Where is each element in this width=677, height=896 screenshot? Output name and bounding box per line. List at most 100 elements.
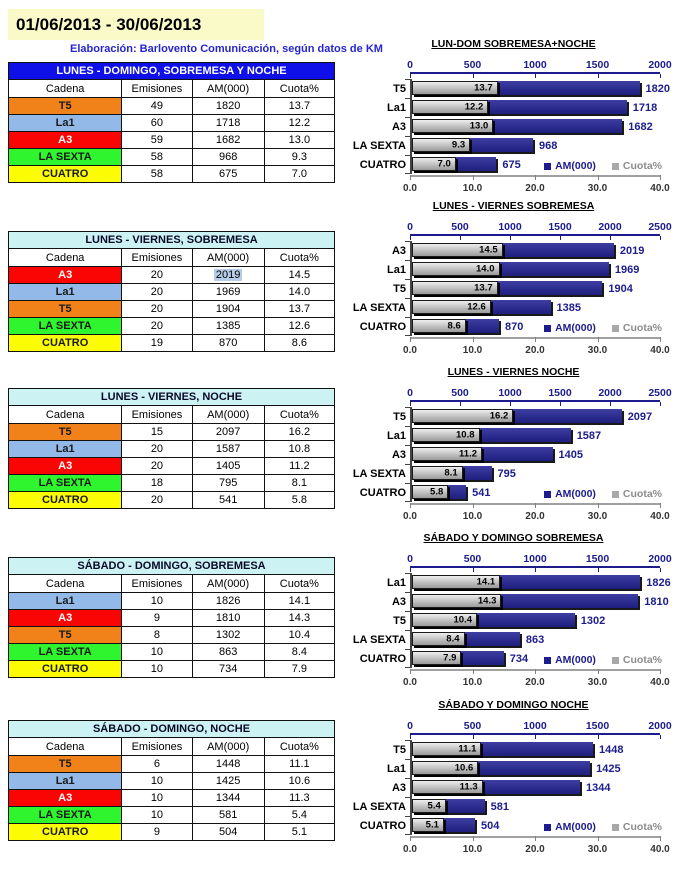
channel-name-cell: CUATRO [7,165,123,183]
column-header: Cadena [7,79,123,98]
cuota-bar: 11.2 [412,447,482,461]
axis-tick [597,175,599,180]
top-axis-label: 500 [463,59,482,71]
axis-tick [472,175,474,180]
am-cell: 1385 [191,317,265,335]
channel-name-cell: La1 [7,772,123,790]
emisiones-cell: 20 [121,491,193,509]
am-value-label: 1405 [558,448,583,461]
cuota-value-label: 13.7 [474,282,493,294]
emisiones-cell: 20 [121,266,193,284]
legend-cuota-item: Cuota% [611,821,662,833]
category-label: CUATRO [359,652,406,665]
chart: LUNES - VIERNES NOCHE 0 500 1000 1500 2000 250… [350,366,677,524]
bar-row: CUATRO 541 5.8 [360,483,662,502]
am-cell: 1820 [191,97,265,115]
bar-row: La1 1826 14.1 [387,573,671,592]
channel-name-cell: A3 [7,266,123,284]
legend-am-marker [544,490,552,498]
chart-title: LUNES - VIERNES NOCHE [447,366,580,378]
bottom-axis-label: 0.0 [403,511,417,522]
chart-title: SÁBADO Y DOMINGO NOCHE [438,699,589,711]
emisiones-cell: 9 [121,609,193,627]
cuota-value-label: 5.1 [425,819,439,831]
chart: SÁBADO Y DOMINGO NOCHE 0 500 1000 1500 2000 T5… [350,699,677,857]
table-row: A3 59 1682 13.0 [7,131,336,149]
cuota-cell: 5.8 [263,491,336,509]
table-title: LUNES - VIERNES, NOCHE [8,388,335,406]
top-axis-label: 1500 [585,59,610,71]
category-axis-tick [405,592,410,593]
cuota-bar: 13.7 [412,81,498,95]
bar-row: CUATRO 734 7.9 [360,649,662,668]
axis-tick [535,836,536,841]
am-cell: 1448 [191,755,265,773]
axis-tick [460,402,461,406]
am-cell: 1302 [191,626,265,644]
column-header: Emisiones [121,79,193,98]
bottom-axis-label: 10.0 [462,511,483,522]
emisiones-cell: 10 [121,789,193,807]
bars-area: T5 2097 16.2 La1 1587 10.8 A3 1405 11.2 LA SEXTA 7… [353,407,662,502]
table-row: T5 6 1448 11.1 [7,755,336,773]
table-header-row: Cadena Emisiones AM(000) Cuota% [7,248,336,267]
category-axis-tick [405,464,410,465]
channel-name-cell: La1 [7,114,123,132]
am-cell: 504 [191,823,265,841]
legend-cuota-label: Cuota% [622,160,662,172]
top-axis-label: 500 [451,221,469,233]
top-axis-label: 1000 [523,720,547,732]
top-axis-label: 0 [407,221,413,233]
cuota-bar: 7.9 [412,651,462,665]
legend-am-label: AM(000) [555,821,596,833]
bars-area: La1 1826 14.1 A3 1810 14.3 T5 1302 10.4 LA SEXTA 8… [353,573,671,668]
channel-name-cell: La1 [7,440,123,458]
am-cell: 1826 [191,592,265,610]
category-axis-tick [405,241,410,242]
column-header: Cadena [7,248,123,267]
bar-row: La1 1969 14.0 [387,260,662,279]
channel-name-cell: La1 [7,283,123,301]
am-cell: 675 [191,165,265,183]
top-axis-label: 500 [463,720,482,732]
channel-name-cell: La1 [7,592,123,610]
cuota-bar: 14.5 [412,243,503,257]
axis-tick [410,337,411,342]
emisiones-cell: 59 [121,131,193,149]
bars-area: T5 1820 13.7 La1 1718 12.2 A3 1682 13.0 LA SEXTA 9… [353,79,670,174]
bottom-axis-label: 20.0 [525,844,545,855]
am-value-label: 581 [490,800,509,813]
legend-cuota-label: Cuota% [622,821,662,833]
emisiones-cell: 20 [121,440,193,458]
category-label: CUATRO [359,486,406,499]
axis-tick [535,74,536,78]
emisiones-cell: 10 [121,592,193,610]
cuota-bar: 12.2 [412,100,489,114]
category-axis-tick [405,426,410,427]
cuota-cell: 14.0 [263,283,336,301]
axis-tick [597,568,599,572]
column-header: Emisiones [121,248,193,267]
cuota-value-label: 8.4 [446,633,460,645]
legend-cuota-marker [611,823,619,831]
legend-cuota-label: Cuota% [622,654,662,666]
category-label: LA SEXTA [352,633,406,646]
am-cell: 734 [191,660,265,678]
top-axis: 0 500 1000 1500 2000 2500 [407,387,672,400]
legend-am-item: AM(000) [544,821,596,833]
category-axis-tick [405,483,410,484]
legend-cuota-item: Cuota% [611,488,662,500]
bar-row: La1 1425 10.6 [387,759,662,778]
emisiones-cell: 10 [121,772,193,790]
cuota-value-label: 14.1 [476,576,496,588]
am-cell: 581 [191,806,265,824]
cuota-cell: 11.3 [263,789,336,807]
axis-tick [660,568,661,572]
top-axis-label: 1500 [548,387,572,399]
bottom-axis: 0.0 10.0 20.0 30.0 40.0 [403,503,670,525]
table-title: LUNES - VIERNES, SOBREMESA [8,231,335,249]
table-row: CUATRO 20 541 5.8 [7,491,336,509]
column-header: AM(000) [191,248,265,267]
bottom-axis-label: 20.0 [525,345,545,356]
column-header: Emisiones [121,574,193,593]
